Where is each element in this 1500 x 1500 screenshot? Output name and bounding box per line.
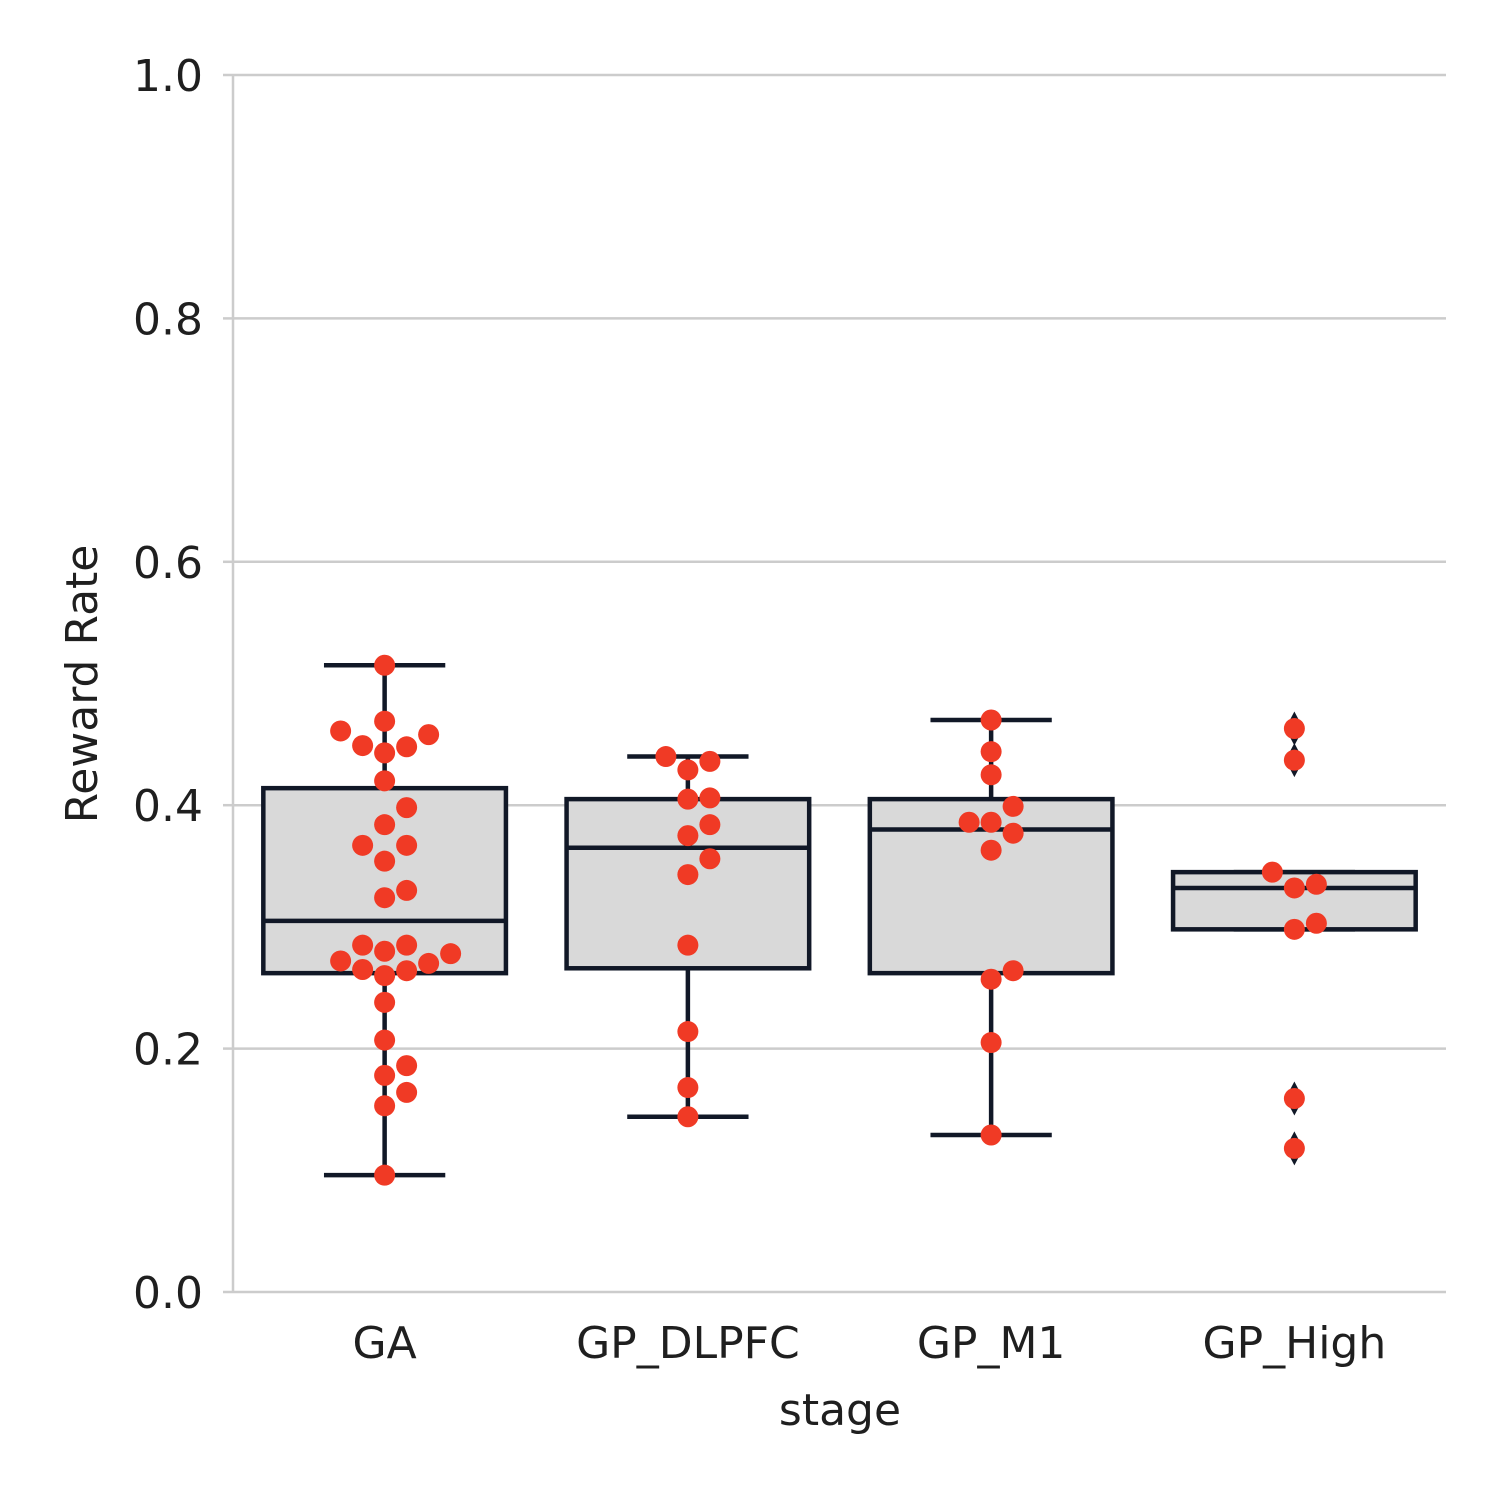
grid-lines <box>223 73 1446 1294</box>
data-point <box>352 958 374 980</box>
data-point <box>374 742 396 764</box>
data-point <box>374 850 396 872</box>
data-point <box>958 811 980 833</box>
data-point <box>374 1164 396 1186</box>
data-point <box>655 746 677 768</box>
data-point <box>1002 795 1024 817</box>
data-point <box>980 741 1002 763</box>
data-point <box>1002 960 1024 982</box>
y-tick-label: 0.6 <box>133 538 203 589</box>
data-point <box>980 764 1002 786</box>
data-point <box>677 788 699 810</box>
data-point <box>418 724 440 746</box>
data-point <box>374 770 396 792</box>
data-point <box>352 735 374 757</box>
data-point <box>396 934 418 956</box>
data-point <box>1261 861 1283 883</box>
data-point <box>396 736 418 758</box>
data-point <box>1305 912 1327 934</box>
data-point <box>374 814 396 836</box>
x-axis-label: stage <box>779 1385 901 1436</box>
data-point <box>677 825 699 847</box>
data-point <box>374 1029 396 1051</box>
y-tick-label: 0.2 <box>133 1025 203 1076</box>
data-point <box>374 710 396 732</box>
data-point <box>374 887 396 909</box>
data-point <box>396 797 418 819</box>
data-point <box>352 934 374 956</box>
data-point <box>396 960 418 982</box>
data-point <box>374 1064 396 1086</box>
data-point <box>1305 873 1327 895</box>
data-point <box>374 991 396 1013</box>
data-point <box>699 848 721 870</box>
y-axis-label: Reward Rate <box>57 545 108 824</box>
data-point <box>677 1106 699 1128</box>
data-point <box>699 750 721 772</box>
data-point <box>677 1077 699 1099</box>
x-tick-label: GP_M1 <box>917 1318 1066 1369</box>
y-tick-labels: 0.0 0.2 0.4 0.6 0.8 1.0 <box>133 51 203 1319</box>
data-point <box>1002 822 1024 844</box>
data-point <box>396 879 418 901</box>
data-point <box>980 709 1002 731</box>
axes <box>231 75 1446 1294</box>
data-point <box>418 952 440 974</box>
data-point <box>980 811 1002 833</box>
data-point <box>1283 1087 1305 1109</box>
data-point <box>699 814 721 836</box>
data-point <box>677 934 699 956</box>
data-point <box>1283 877 1305 899</box>
data-point <box>330 720 352 742</box>
data-point <box>374 654 396 676</box>
data-point <box>396 1055 418 1077</box>
data-point <box>374 965 396 987</box>
data-point <box>396 834 418 856</box>
data-point <box>1283 1137 1305 1159</box>
data-point <box>677 1021 699 1043</box>
data-point <box>374 940 396 962</box>
data-point <box>980 1124 1002 1146</box>
x-tick-label: GA <box>353 1318 417 1369</box>
y-tick-label: 0.0 <box>133 1268 203 1319</box>
data-point <box>980 968 1002 990</box>
data-point <box>980 1032 1002 1054</box>
data-point <box>1283 718 1305 740</box>
data-points <box>330 654 1327 1186</box>
data-point <box>330 950 352 972</box>
data-point <box>352 834 374 856</box>
y-tick-label: 1.0 <box>133 51 203 102</box>
data-point <box>396 1081 418 1103</box>
data-point <box>1283 918 1305 940</box>
data-point <box>980 839 1002 861</box>
data-point <box>677 864 699 886</box>
data-point <box>677 759 699 781</box>
data-point <box>699 787 721 809</box>
y-tick-label: 0.4 <box>133 781 203 832</box>
data-point <box>374 1095 396 1117</box>
data-point <box>440 943 462 965</box>
x-tick-label: GP_High <box>1202 1318 1386 1369</box>
x-tick-labels: GA GP_DLPFC GP_M1 GP_High <box>353 1318 1387 1369</box>
x-tick-label: GP_DLPFC <box>576 1318 800 1369</box>
y-tick-label: 0.8 <box>133 294 203 345</box>
data-point <box>1283 749 1305 771</box>
